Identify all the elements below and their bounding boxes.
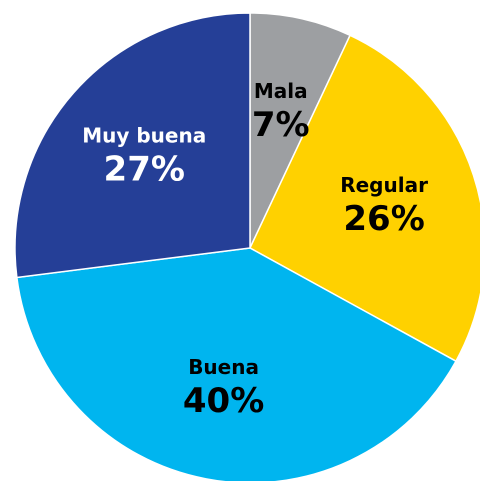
slice-value: 7% — [252, 105, 310, 145]
pie-slice — [16, 247, 457, 481]
slice-label: Muy buena — [82, 123, 206, 147]
slice-label: Regular — [340, 173, 428, 197]
pie-slice — [14, 12, 251, 279]
slice-value: 27% — [104, 149, 185, 189]
pie-slice — [249, 12, 352, 249]
slice-label: Mala — [254, 79, 308, 103]
slice-value: 26% — [343, 199, 424, 239]
slice-label: Buena — [188, 355, 259, 379]
slice-value: 40% — [183, 381, 264, 421]
pie-slice — [249, 34, 480, 363]
